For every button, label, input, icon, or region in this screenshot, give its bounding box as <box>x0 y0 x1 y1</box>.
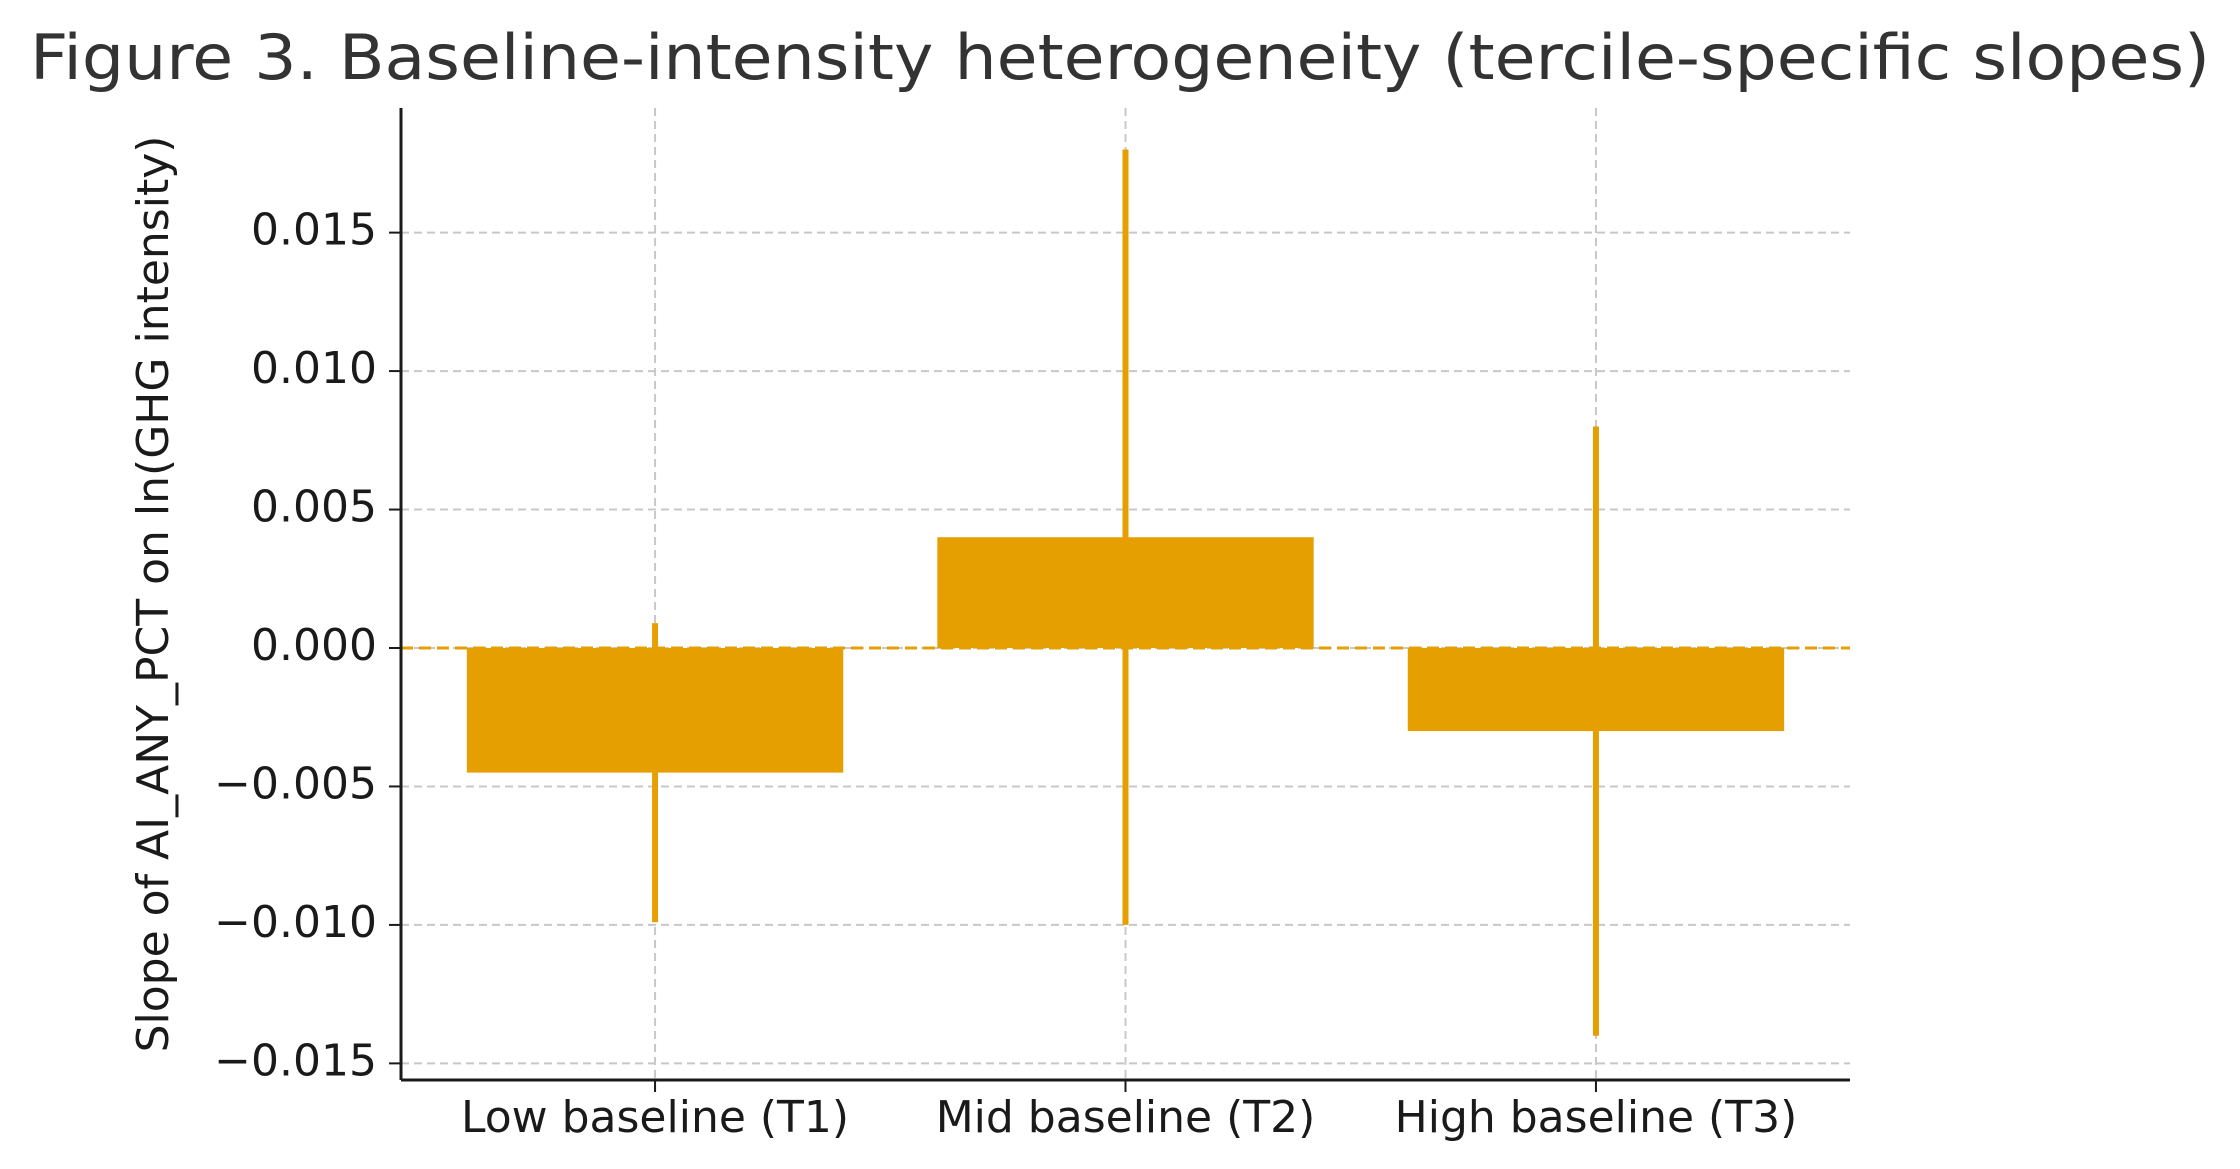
x-tick-label: High baseline (T3) <box>1395 1092 1798 1143</box>
y-axis-label: Slope of AI_ANY_PCT on ln(GHG intensity) <box>128 136 179 1053</box>
y-tick-label: −0.010 <box>214 897 377 948</box>
y-tick-label: −0.015 <box>214 1035 377 1086</box>
y-tick-label: 0.005 <box>251 482 377 533</box>
chart-title: Figure 3. Baseline-intensity heterogenei… <box>30 21 2210 94</box>
x-tick-label: Mid baseline (T2) <box>936 1092 1316 1143</box>
y-tick-label: 0.000 <box>251 620 377 671</box>
x-tick-label: Low baseline (T1) <box>461 1092 849 1143</box>
y-tick-label: −0.005 <box>214 758 377 809</box>
y-tick-label: 0.015 <box>251 205 377 256</box>
y-tick-label: 0.010 <box>251 343 377 394</box>
